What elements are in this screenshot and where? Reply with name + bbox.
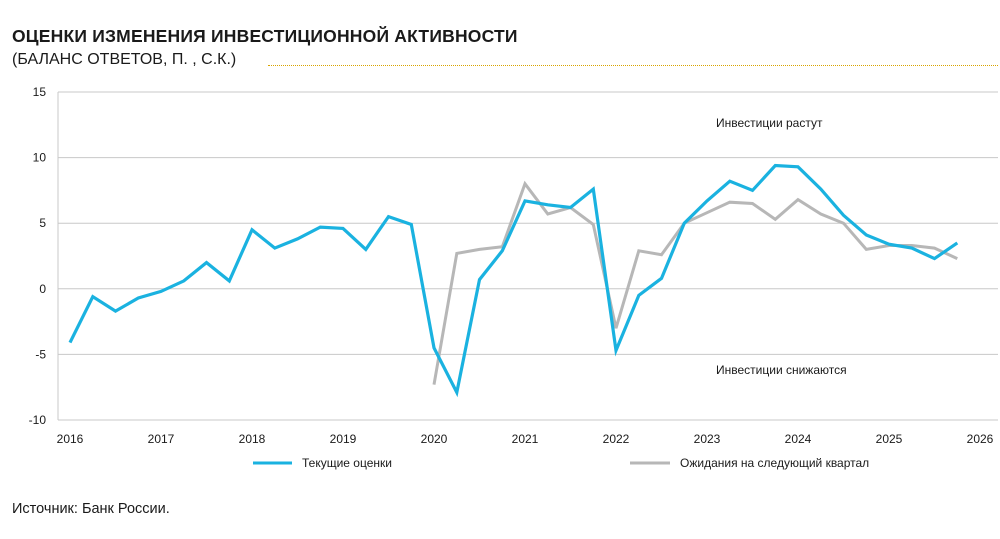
- chart-title: ОЦЕНКИ ИЗМЕНЕНИЯ ИНВЕСТИЦИОННОЙ АКТИВНОС…: [12, 26, 518, 46]
- x-tick-label: 2016: [57, 432, 84, 446]
- x-tick-label: 2017: [148, 432, 175, 446]
- series-line-expected: [432, 180, 958, 385]
- annotation-investments-fall: Инвестиции снижаются: [716, 363, 847, 377]
- x-tick-label: 2026: [967, 432, 994, 446]
- x-tick-label: 2023: [694, 432, 721, 446]
- x-tick-label: 2025: [876, 432, 903, 446]
- x-tick-label: 2018: [239, 432, 266, 446]
- x-tick-label: 2019: [330, 432, 357, 446]
- y-tick-label: 15: [33, 85, 47, 99]
- y-tick-label: 5: [39, 216, 46, 230]
- legend-label-current: Текущие оценки: [302, 456, 392, 470]
- y-tick-label: -10: [29, 413, 47, 427]
- y-tick-label: 10: [33, 151, 47, 165]
- x-tick-label: 2020: [421, 432, 448, 446]
- annotation-investments-rise: Инвестиции растут: [716, 116, 823, 130]
- title-divider: [268, 65, 998, 66]
- legend-label-expected: Ожидания на следующий квартал: [680, 456, 869, 470]
- gridlines: [58, 91, 998, 421]
- source-note: Источник: Банк России.: [12, 501, 170, 517]
- y-axis-ticks: 15 10 5 0 -5 -10: [29, 85, 47, 427]
- x-axis-ticks: 2016 2017 2018 2019 2020 2021 2022 2023 2024 2025…: [57, 432, 994, 446]
- series-lines: [68, 163, 959, 398]
- chart-subtitle: (БАЛАНС ОТВЕТОВ, П. , С.К.): [12, 51, 237, 68]
- x-tick-label: 2021: [512, 432, 539, 446]
- y-tick-label: -5: [35, 347, 46, 361]
- x-tick-label: 2022: [603, 432, 630, 446]
- y-tick-label: 0: [39, 282, 46, 296]
- series-line-current: [68, 163, 959, 398]
- x-tick-label: 2024: [785, 432, 812, 446]
- legend: Текущие оценки Ожидания на следующий ква…: [253, 456, 869, 470]
